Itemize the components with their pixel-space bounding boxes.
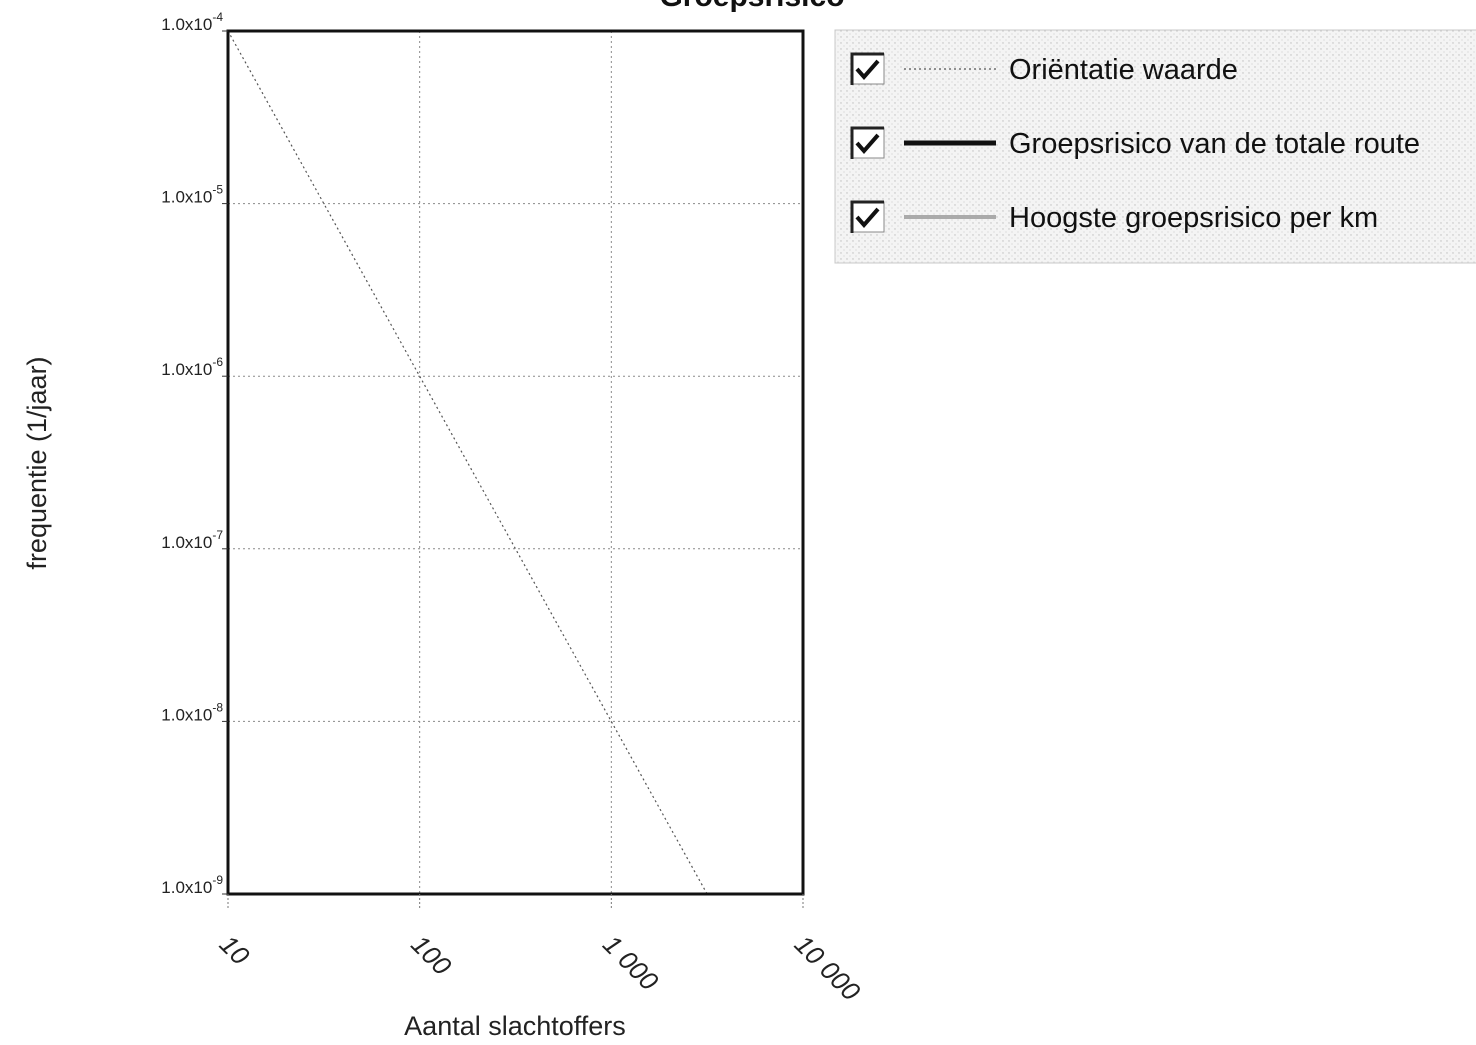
x-tick-label: 10 000 <box>789 929 867 1007</box>
legend-checkbox[interactable] <box>850 126 885 159</box>
y-tick-mantissa: 1.0x10 <box>161 705 212 724</box>
y-tick-label: 1.0x10-9 <box>161 873 223 897</box>
checkbox-bevel <box>850 200 884 233</box>
y-tick-exponent: -8 <box>212 700 223 714</box>
y-tick-mantissa: 1.0x10 <box>161 15 212 34</box>
y-tick-mantissa: 1.0x10 <box>161 188 212 207</box>
y-tick-label: 1.0x10-7 <box>161 528 223 552</box>
x-tick-label: 1 000 <box>597 929 665 997</box>
y-tick-label: 1.0x10-6 <box>161 355 223 379</box>
y-tick-exponent: -5 <box>212 183 223 197</box>
x-axis-label: Aantal slachtoffers <box>404 1011 626 1041</box>
checkbox-bevel <box>850 126 884 159</box>
y-tick-exponent: -7 <box>212 528 223 542</box>
plot-area-frame <box>226 29 805 896</box>
checkbox-box <box>850 53 885 85</box>
legend-checkbox[interactable] <box>850 52 885 85</box>
checkbox-box <box>850 127 885 159</box>
y-tick-exponent: -4 <box>212 10 223 24</box>
legend-checkbox[interactable] <box>850 200 885 233</box>
legend-label: Groepsrisico van de totale route <box>1009 128 1420 160</box>
legend: Oriëntatie waarde Groepsrisico van de tot… <box>834 29 1476 264</box>
y-axis-ticks: 1.0x10-41.0x10-51.0x10-61.0x10-71.0x10-8… <box>161 10 228 897</box>
legend-label: Hoogste groepsrisico per km <box>1009 202 1378 234</box>
y-tick-mantissa: 1.0x10 <box>161 878 212 897</box>
y-tick-mantissa: 1.0x10 <box>161 360 212 379</box>
chart-title: Groepsrisico <box>659 0 844 13</box>
grid-lines <box>227 30 804 895</box>
legend-item-orientatie-waarde[interactable]: Oriëntatie waarde <box>850 52 1238 86</box>
checkmark-icon <box>855 59 880 81</box>
checkmark-icon <box>855 133 880 155</box>
legend-item-hoogste-groepsrisico-per-km[interactable]: Hoogste groepsrisico per km <box>850 200 1378 234</box>
y-tick-label: 1.0x10-8 <box>161 700 223 724</box>
checkbox-bevel <box>850 52 884 85</box>
y-tick-exponent: -6 <box>212 355 223 369</box>
legend-item-groepsrisico-van-de-totale-route[interactable]: Groepsrisico van de totale route <box>850 126 1420 160</box>
series-line-orientatie-waarde <box>227 30 708 895</box>
series-lines <box>227 30 708 895</box>
checkbox-box <box>850 201 885 233</box>
y-tick-label: 1.0x10-5 <box>161 183 223 207</box>
checkmark-icon <box>855 207 880 229</box>
y-tick-mantissa: 1.0x10 <box>161 533 212 552</box>
x-tick-label: 10 <box>214 929 256 971</box>
y-tick-label: 1.0x10-4 <box>161 10 223 34</box>
legend-background <box>834 29 1476 264</box>
y-axis-label: frequentie (1/jaar) <box>22 356 52 569</box>
x-tick-label: 100 <box>405 929 457 981</box>
x-axis-ticks: 10 100 1 000 10 000 <box>214 894 867 1007</box>
legend-label: Oriëntatie waarde <box>1009 54 1238 86</box>
y-tick-exponent: -9 <box>212 873 223 887</box>
